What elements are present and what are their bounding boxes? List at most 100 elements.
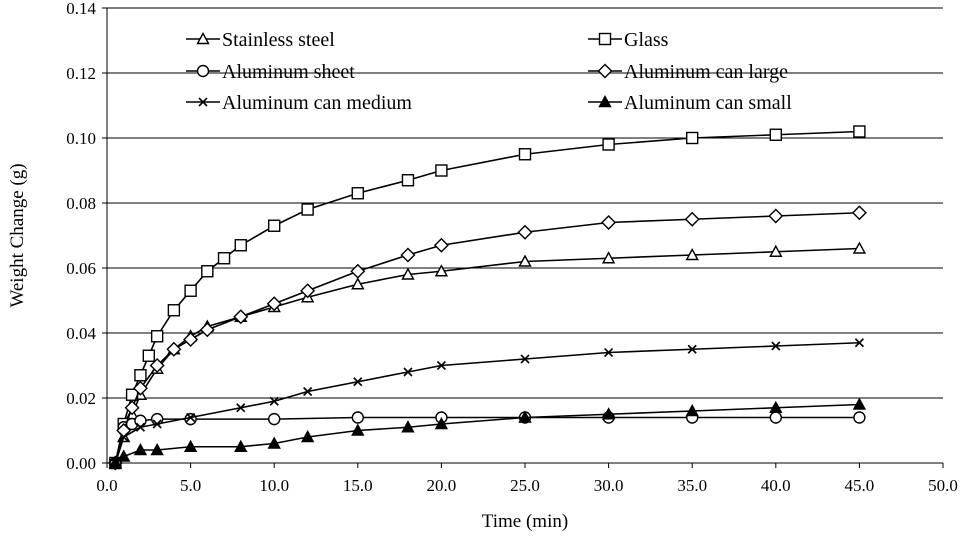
- data-point: [601, 215, 617, 230]
- data-point: [685, 248, 699, 261]
- y-tick-label: 0.10: [66, 129, 96, 148]
- data-point: [771, 341, 781, 351]
- data-point: [401, 174, 415, 187]
- y-tick-label: 0.06: [66, 259, 96, 278]
- data-point: [217, 252, 231, 265]
- x-tick-label: 0.0: [96, 476, 117, 495]
- data-point: [152, 419, 162, 429]
- series-line: [114, 403, 860, 464]
- series-line: [114, 130, 860, 464]
- data-point: [267, 436, 281, 449]
- legend-item: Aluminum sheet: [186, 61, 355, 83]
- data-point: [769, 400, 783, 413]
- data-point: [851, 205, 867, 221]
- data-point: [234, 439, 248, 452]
- legend-item: Aluminum can medium: [186, 92, 412, 114]
- data-point: [601, 407, 616, 420]
- data-point: [268, 412, 281, 426]
- data-point: [117, 449, 131, 462]
- x-tick-label: 35.0: [677, 476, 707, 495]
- data-point: [434, 417, 449, 430]
- data-point: [150, 330, 164, 343]
- legend-label: Glass: [624, 29, 669, 51]
- data-point: [518, 410, 532, 423]
- data-point: [183, 439, 198, 452]
- y-tick-label: 0.08: [66, 194, 96, 213]
- legend-marker: [598, 32, 612, 46]
- y-tick-label: 0.14: [66, 0, 96, 18]
- gridlines: [107, 7, 943, 399]
- tick-labels: 0.00 0.02 0.04 0.06 0.08 0.10 0.12 0.14 0.0 5.0 10…: [66, 0, 958, 495]
- data-point: [434, 264, 449, 277]
- data-point: [300, 430, 315, 443]
- series-line: [114, 211, 860, 464]
- x-tick-label: 10.0: [259, 476, 289, 495]
- data-point: [135, 422, 146, 432]
- y-tick-label: 0.02: [66, 389, 96, 408]
- legend-item: Glass: [588, 29, 669, 51]
- x-tick-label: 15.0: [343, 476, 373, 495]
- data-point: [604, 347, 614, 358]
- legend-item: Stainless steel: [186, 29, 335, 51]
- x-tick-label: 25.0: [510, 476, 540, 495]
- data-point: [134, 414, 147, 427]
- series-line: [114, 247, 860, 464]
- data-point: [769, 411, 782, 424]
- data-point: [602, 138, 615, 151]
- data-point: [436, 360, 446, 371]
- legend-marker: [196, 64, 210, 78]
- data-point: [518, 148, 532, 161]
- data-point: [132, 380, 148, 396]
- data-point: [351, 411, 364, 424]
- data-point: [119, 432, 129, 442]
- data-point: [351, 187, 364, 200]
- data-point: [184, 284, 197, 297]
- data-point: [351, 277, 365, 290]
- data-point: [183, 332, 199, 347]
- data-point: [124, 400, 140, 416]
- series-line: [114, 341, 860, 464]
- data-point: [268, 219, 281, 232]
- data-point: [403, 367, 413, 377]
- data-point: [687, 344, 697, 354]
- data-point: [199, 322, 215, 338]
- legend-marker: [597, 63, 613, 79]
- legend-label: Aluminum can medium: [222, 92, 412, 114]
- data-point: [133, 443, 148, 456]
- data-point: [350, 263, 366, 279]
- legend-item: Aluminum can small: [588, 92, 792, 114]
- legend-label: Aluminum can large: [624, 61, 788, 83]
- data-point: [149, 358, 165, 373]
- data-point: [685, 404, 699, 417]
- x-axis-title: Time (min): [482, 511, 568, 532]
- data-point: [401, 420, 415, 433]
- data-point: [401, 267, 415, 280]
- data-point: [852, 241, 867, 254]
- data-point: [435, 164, 448, 177]
- legend-marker: [198, 97, 208, 107]
- data-point: [269, 396, 279, 406]
- y-tick-label: 0.00: [66, 454, 96, 473]
- legend-label: Aluminum sheet: [222, 61, 355, 83]
- x-tick-label: 45.0: [845, 476, 875, 495]
- series-line: [114, 416, 860, 464]
- data-point: [769, 128, 782, 141]
- x-tick-label: 40.0: [761, 476, 791, 495]
- data-point: [167, 304, 181, 317]
- data-point: [353, 377, 363, 387]
- x-tick-label: 30.0: [594, 476, 624, 495]
- legend-label: Stainless steel: [222, 29, 335, 51]
- series-aluminum-can-large: [107, 205, 867, 471]
- data-point: [686, 131, 699, 145]
- data-point: [234, 239, 247, 252]
- data-point: [684, 211, 700, 227]
- data-point: [768, 208, 784, 224]
- data-point: [166, 341, 182, 357]
- data-point: [351, 423, 365, 436]
- data-point: [150, 443, 164, 456]
- data-point: [303, 386, 313, 397]
- data-point: [184, 412, 197, 426]
- data-point: [854, 338, 864, 348]
- data-point: [433, 237, 449, 253]
- data-point: [201, 265, 214, 278]
